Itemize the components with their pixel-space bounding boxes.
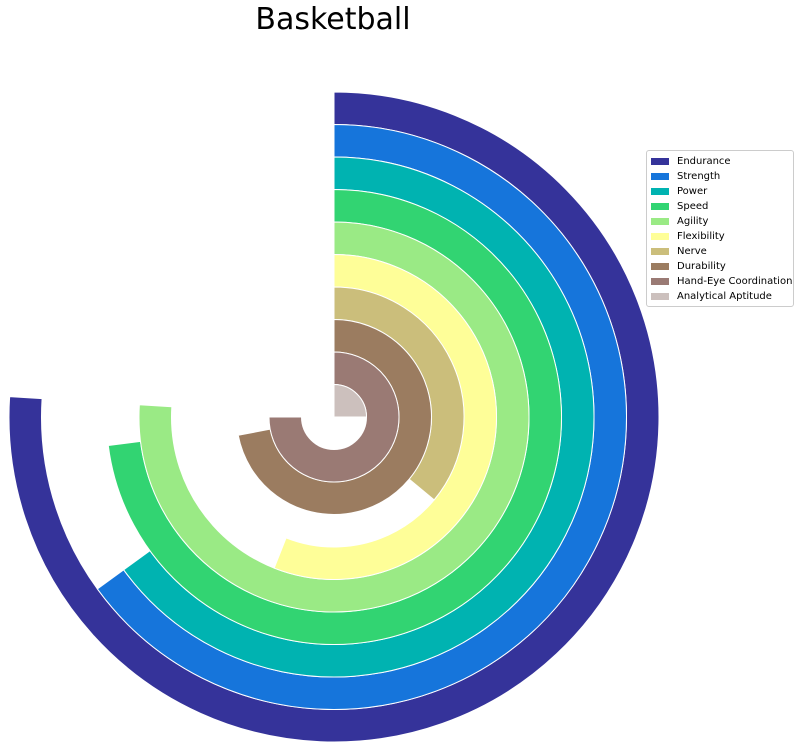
legend-label: Analytical Aptitude <box>677 291 772 302</box>
legend-item: Durability <box>647 259 793 274</box>
bar-analytical-aptitude <box>333 383 368 418</box>
legend-swatch <box>651 158 669 165</box>
bars-group <box>8 91 660 743</box>
bar-hand-eye-coordination <box>268 351 400 483</box>
legend-label: Agility <box>677 216 709 227</box>
legend-swatch <box>651 293 669 300</box>
legend-swatch <box>651 263 669 270</box>
legend-item: Agility <box>647 214 793 229</box>
legend-swatch <box>651 203 669 210</box>
legend-item: Speed <box>647 199 793 214</box>
legend-label: Power <box>677 186 708 197</box>
legend-label: Durability <box>677 261 726 272</box>
legend-label: Flexibility <box>677 231 725 242</box>
legend-swatch <box>651 233 669 240</box>
legend-label: Speed <box>677 201 709 212</box>
legend-label: Hand-Eye Coordination <box>677 276 793 287</box>
legend-item: Endurance <box>647 154 793 169</box>
legend-item: Nerve <box>647 244 793 259</box>
legend-label: Endurance <box>677 156 731 167</box>
legend-label: Strength <box>677 171 721 182</box>
legend-item: Flexibility <box>647 229 793 244</box>
legend-item: Hand-Eye Coordination <box>647 274 793 289</box>
legend: Endurance Strength Power Speed Agility Flexib… <box>646 150 794 307</box>
chart-title: Basketball <box>255 2 411 37</box>
legend-item: Strength <box>647 169 793 184</box>
legend-item: Analytical Aptitude <box>647 289 793 304</box>
legend-swatch <box>651 218 669 225</box>
legend-item: Power <box>647 184 793 199</box>
legend-swatch <box>651 173 669 180</box>
legend-swatch <box>651 248 669 255</box>
legend-label: Nerve <box>677 246 707 257</box>
legend-swatch <box>651 278 669 285</box>
legend-swatch <box>651 188 669 195</box>
